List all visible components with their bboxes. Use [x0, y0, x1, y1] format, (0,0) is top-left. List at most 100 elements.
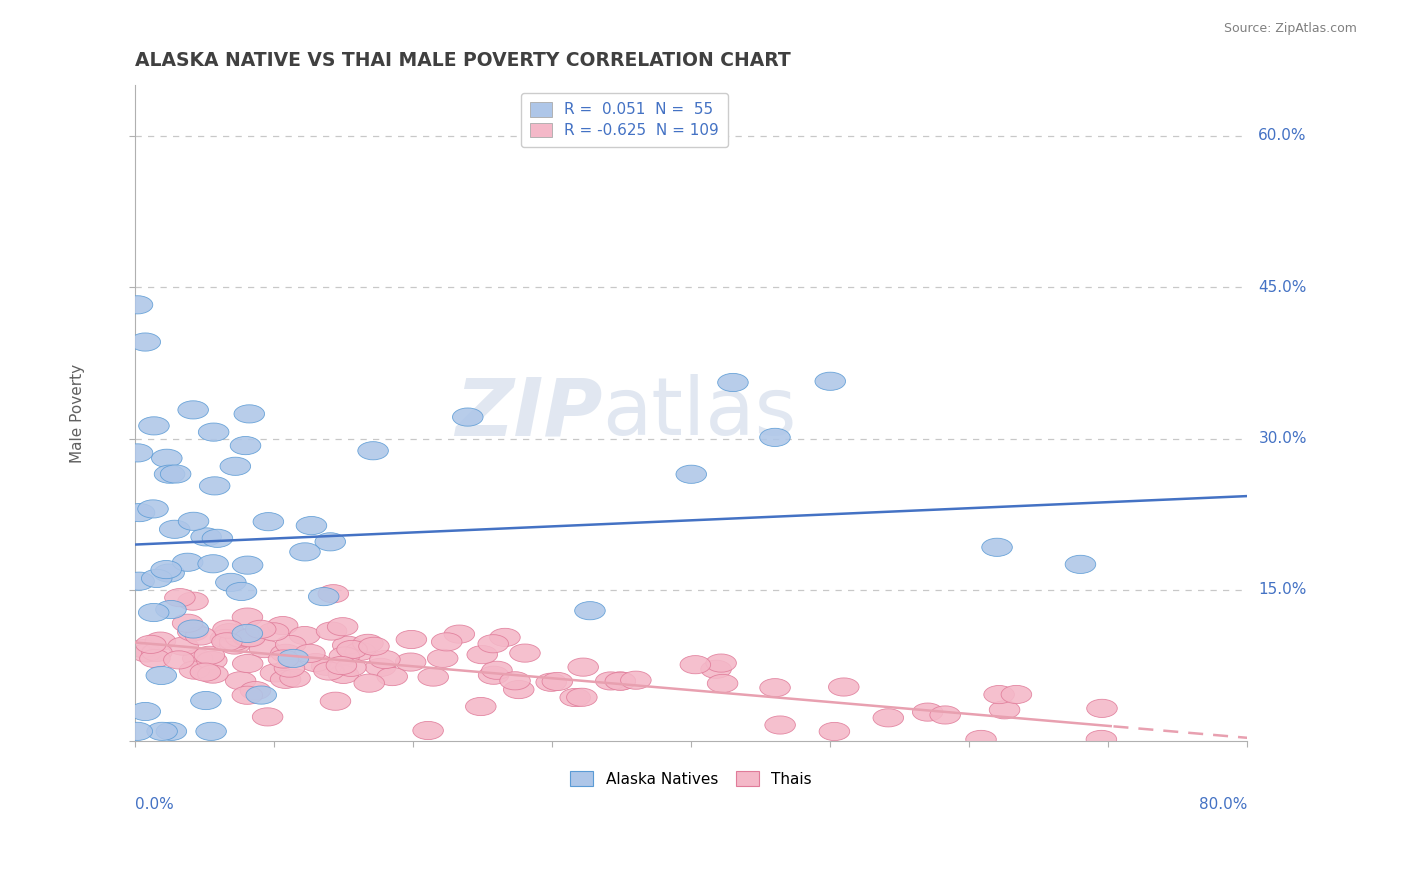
Ellipse shape — [966, 731, 997, 748]
Ellipse shape — [142, 569, 172, 588]
Ellipse shape — [328, 617, 359, 636]
Ellipse shape — [131, 644, 162, 662]
Text: Source: ZipAtlas.com: Source: ZipAtlas.com — [1223, 22, 1357, 36]
Ellipse shape — [202, 529, 233, 548]
Ellipse shape — [418, 668, 449, 686]
Ellipse shape — [215, 574, 246, 591]
Ellipse shape — [316, 622, 347, 640]
Ellipse shape — [467, 646, 498, 664]
Text: ALASKA NATIVE VS THAI MALE POVERTY CORRELATION CHART: ALASKA NATIVE VS THAI MALE POVERTY CORRE… — [135, 51, 792, 70]
Text: 45.0%: 45.0% — [1258, 279, 1306, 294]
Ellipse shape — [270, 670, 301, 689]
Text: 30.0%: 30.0% — [1258, 431, 1306, 446]
Ellipse shape — [270, 644, 301, 663]
Ellipse shape — [620, 671, 651, 690]
Ellipse shape — [212, 620, 243, 638]
Ellipse shape — [138, 500, 169, 518]
Ellipse shape — [765, 716, 796, 734]
Ellipse shape — [260, 664, 291, 682]
Text: atlas: atlas — [602, 375, 797, 452]
Ellipse shape — [269, 650, 299, 668]
Ellipse shape — [209, 630, 240, 648]
Ellipse shape — [122, 444, 153, 462]
Ellipse shape — [225, 629, 256, 648]
Ellipse shape — [190, 663, 221, 681]
Ellipse shape — [253, 513, 284, 531]
Ellipse shape — [700, 660, 731, 679]
Ellipse shape — [173, 553, 202, 572]
Ellipse shape — [219, 632, 250, 650]
Ellipse shape — [156, 723, 187, 740]
Ellipse shape — [177, 623, 208, 641]
Ellipse shape — [246, 620, 276, 639]
Ellipse shape — [280, 669, 311, 687]
Ellipse shape — [177, 592, 208, 610]
Text: 15.0%: 15.0% — [1258, 582, 1306, 598]
Ellipse shape — [276, 635, 307, 654]
Ellipse shape — [194, 646, 225, 665]
Ellipse shape — [427, 649, 458, 667]
Ellipse shape — [165, 589, 195, 607]
Ellipse shape — [346, 642, 375, 660]
Ellipse shape — [146, 666, 177, 684]
Ellipse shape — [212, 632, 242, 651]
Ellipse shape — [139, 649, 170, 667]
Text: Male Poverty: Male Poverty — [70, 364, 86, 463]
Ellipse shape — [167, 637, 198, 656]
Ellipse shape — [568, 658, 599, 676]
Ellipse shape — [197, 651, 228, 670]
Ellipse shape — [214, 624, 245, 642]
Ellipse shape — [232, 686, 263, 705]
Ellipse shape — [231, 436, 260, 455]
Text: ZIP: ZIP — [456, 375, 602, 452]
Ellipse shape — [124, 572, 155, 591]
Ellipse shape — [219, 636, 250, 654]
Ellipse shape — [707, 674, 738, 692]
Ellipse shape — [396, 631, 426, 648]
Ellipse shape — [1087, 699, 1118, 717]
Ellipse shape — [155, 465, 184, 483]
Text: 0.0%: 0.0% — [135, 797, 174, 812]
Ellipse shape — [179, 401, 208, 419]
Ellipse shape — [198, 665, 228, 683]
Ellipse shape — [359, 637, 389, 656]
Ellipse shape — [596, 672, 626, 690]
Ellipse shape — [981, 538, 1012, 557]
Ellipse shape — [478, 635, 509, 653]
Ellipse shape — [1085, 731, 1116, 748]
Ellipse shape — [160, 465, 191, 483]
Ellipse shape — [489, 628, 520, 647]
Ellipse shape — [246, 686, 277, 704]
Ellipse shape — [191, 528, 221, 546]
Ellipse shape — [413, 722, 443, 739]
Ellipse shape — [482, 661, 512, 680]
Ellipse shape — [142, 643, 172, 661]
Ellipse shape — [499, 672, 530, 690]
Ellipse shape — [183, 649, 214, 667]
Ellipse shape — [815, 372, 845, 391]
Ellipse shape — [575, 601, 605, 620]
Ellipse shape — [311, 657, 342, 675]
Ellipse shape — [198, 555, 228, 573]
Ellipse shape — [297, 516, 326, 534]
Ellipse shape — [179, 512, 209, 531]
Ellipse shape — [173, 614, 202, 632]
Ellipse shape — [145, 632, 176, 650]
Ellipse shape — [1066, 556, 1095, 574]
Ellipse shape — [179, 620, 208, 638]
Ellipse shape — [295, 644, 325, 663]
Ellipse shape — [159, 520, 190, 539]
Ellipse shape — [150, 560, 181, 579]
Ellipse shape — [278, 649, 309, 667]
Ellipse shape — [124, 503, 155, 522]
Ellipse shape — [503, 681, 534, 698]
Ellipse shape — [536, 673, 567, 691]
Ellipse shape — [560, 689, 591, 706]
Ellipse shape — [198, 423, 229, 442]
Ellipse shape — [984, 685, 1014, 704]
Ellipse shape — [191, 691, 221, 710]
Legend: Alaska Natives, Thais: Alaska Natives, Thais — [564, 765, 818, 793]
Ellipse shape — [290, 543, 321, 561]
Ellipse shape — [681, 656, 710, 673]
Ellipse shape — [232, 624, 263, 642]
